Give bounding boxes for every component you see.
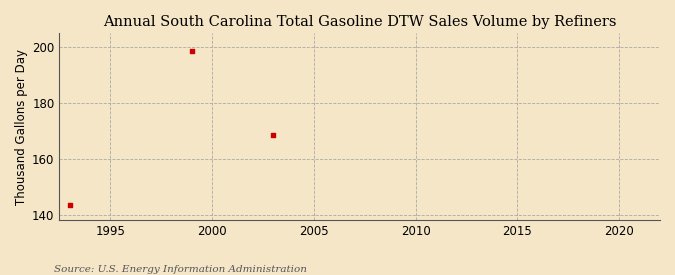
Point	[268, 133, 279, 137]
Point	[186, 49, 197, 53]
Point	[64, 203, 75, 207]
Title: Annual South Carolina Total Gasoline DTW Sales Volume by Refiners: Annual South Carolina Total Gasoline DTW…	[103, 15, 616, 29]
Y-axis label: Thousand Gallons per Day: Thousand Gallons per Day	[15, 49, 28, 205]
Text: Source: U.S. Energy Information Administration: Source: U.S. Energy Information Administ…	[54, 265, 307, 274]
